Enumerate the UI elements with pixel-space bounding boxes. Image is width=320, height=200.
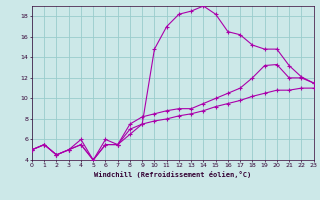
X-axis label: Windchill (Refroidissement éolien,°C): Windchill (Refroidissement éolien,°C) [94,171,252,178]
